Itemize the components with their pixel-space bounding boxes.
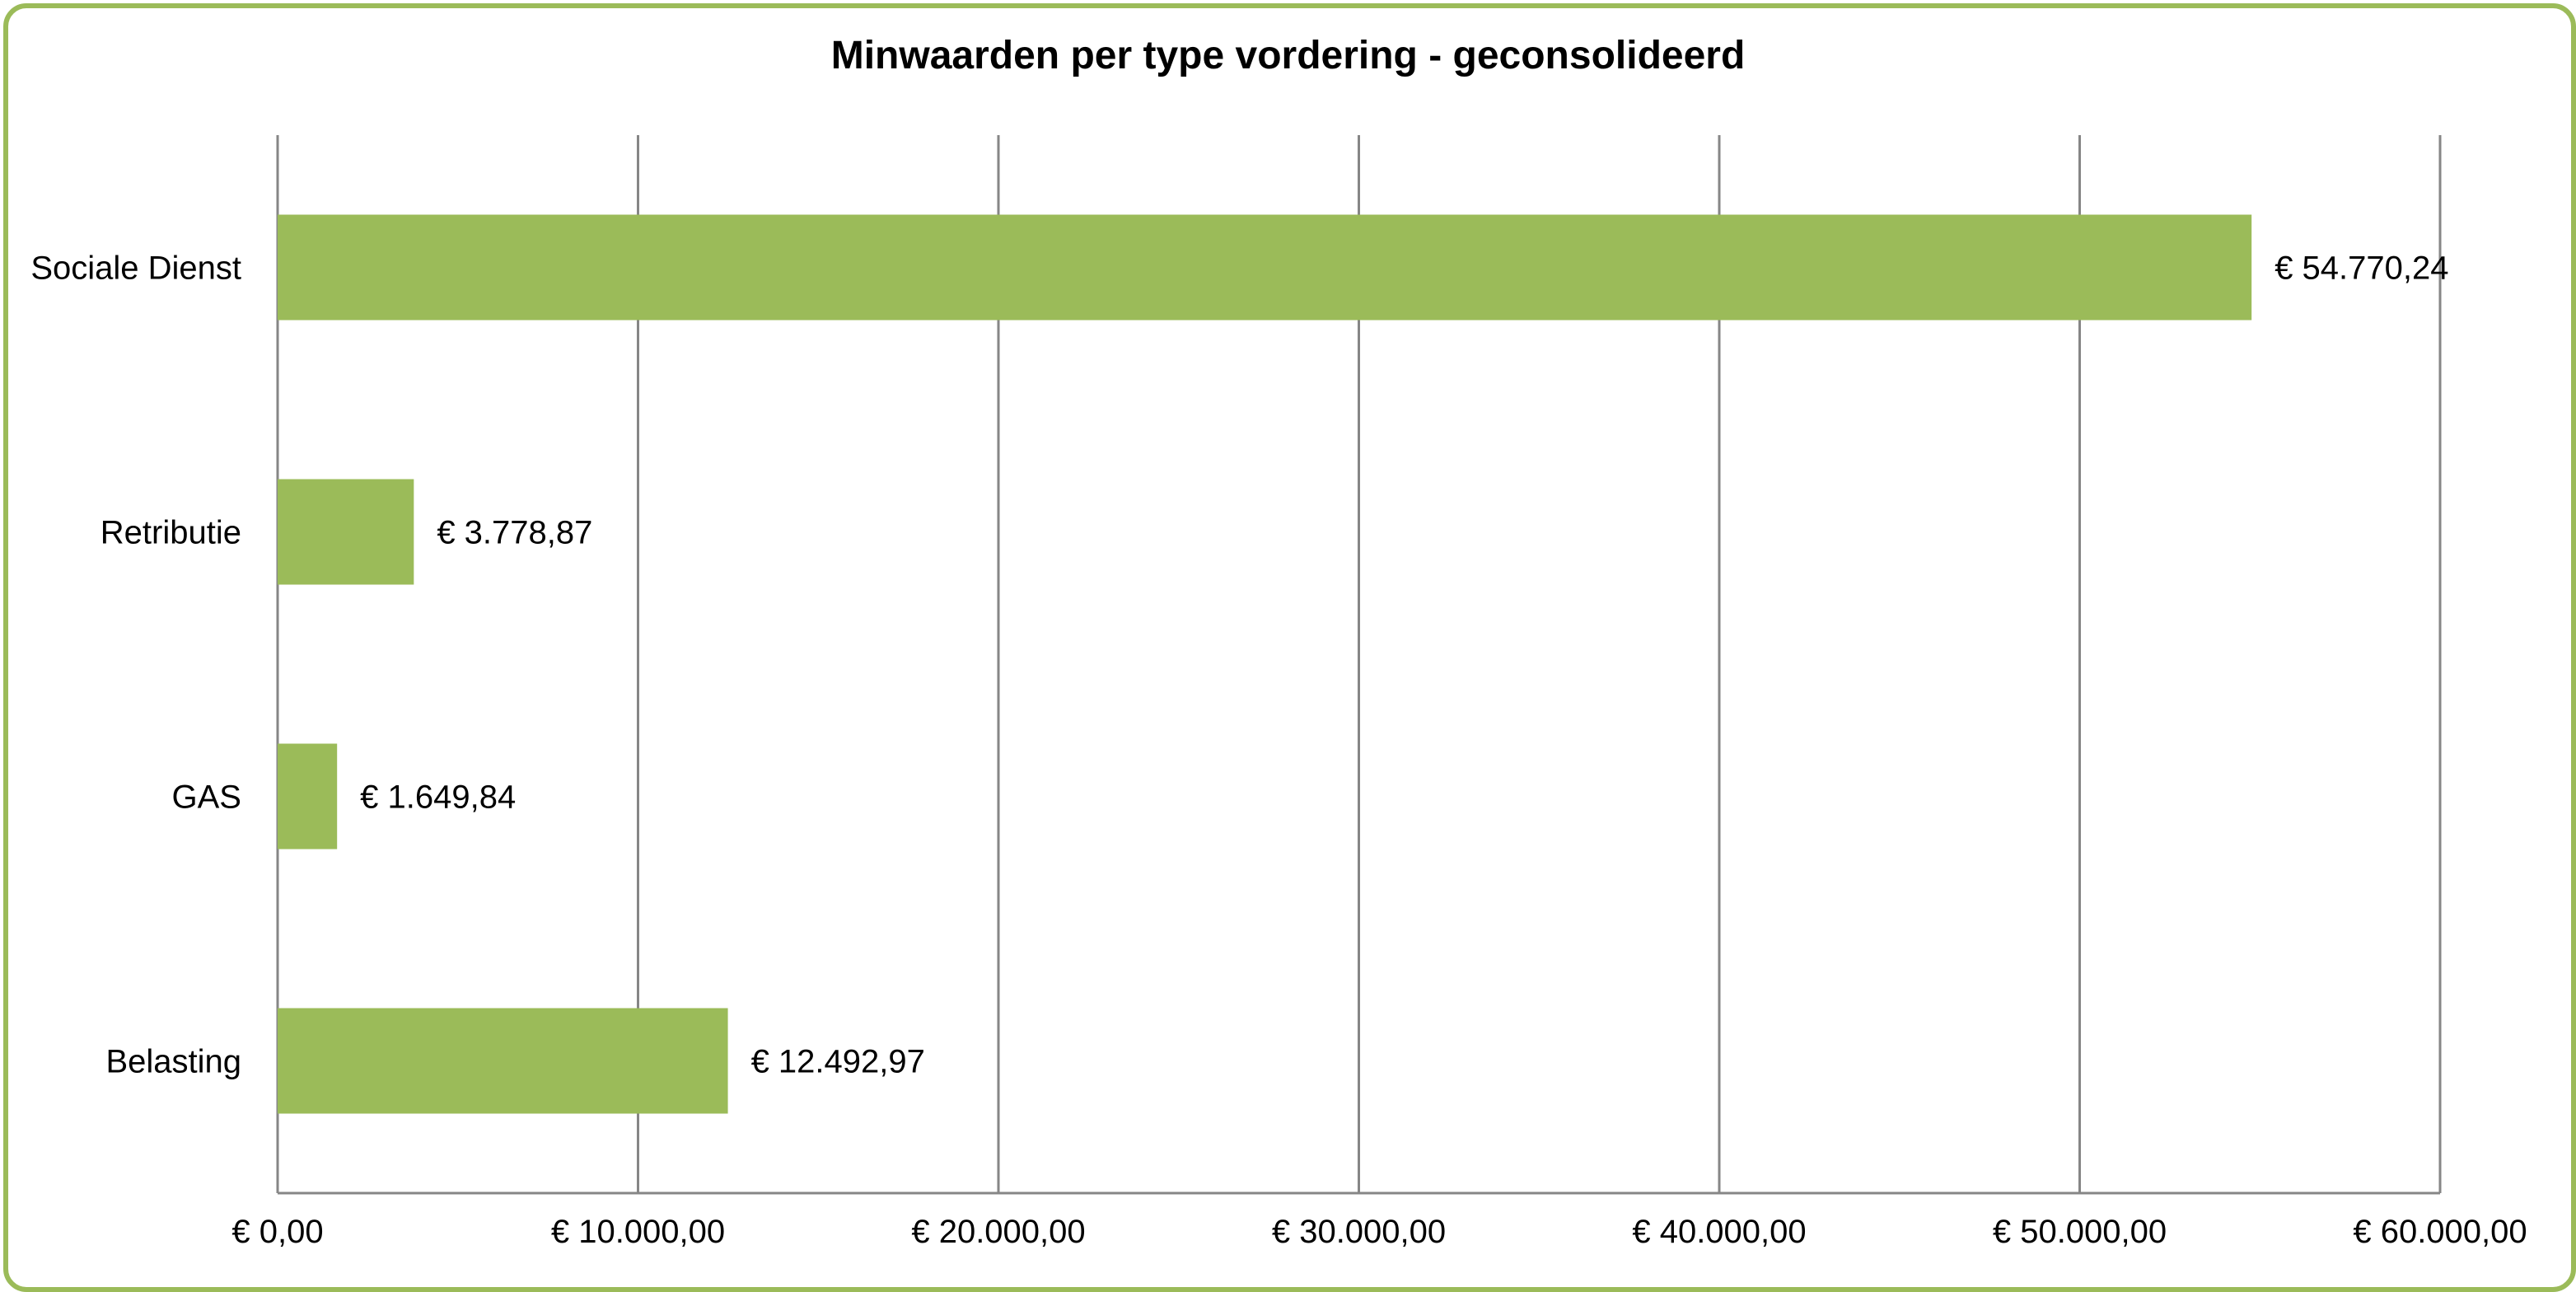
x-tick-label: € 60.000,00 [2353,1214,2527,1250]
x-tick-label: € 30.000,00 [1272,1214,1446,1250]
x-tick-label: € 0,00 [231,1214,323,1250]
y-category-label: Belasting [105,1044,241,1080]
x-tick-label: € 20.000,00 [911,1214,1085,1250]
labels: € 0,00 € 10.000,00 € 20.000,00 € 30.000,00 €… [30,250,2527,1251]
x-tick-label: € 10.000,00 [551,1214,725,1250]
bars [278,214,2252,1114]
bar [278,1008,728,1114]
data-label: € 54.770,24 [2274,250,2448,287]
data-label: € 1.649,84 [360,779,516,816]
y-category-label: Sociale Dienst [30,250,241,287]
x-tick-label: € 40.000,00 [1632,1214,1806,1250]
x-tick-label: € 50.000,00 [1993,1214,2167,1250]
bar [278,479,414,585]
data-label: € 12.492,97 [751,1044,925,1080]
chart-title: Minwaarden per type vordering - geconsol… [830,34,1746,77]
bar [278,214,2252,321]
bar [278,743,338,850]
y-category-label: Retributie [101,515,241,551]
y-category-label: GAS [172,779,241,816]
data-label: € 3.778,87 [437,515,592,551]
